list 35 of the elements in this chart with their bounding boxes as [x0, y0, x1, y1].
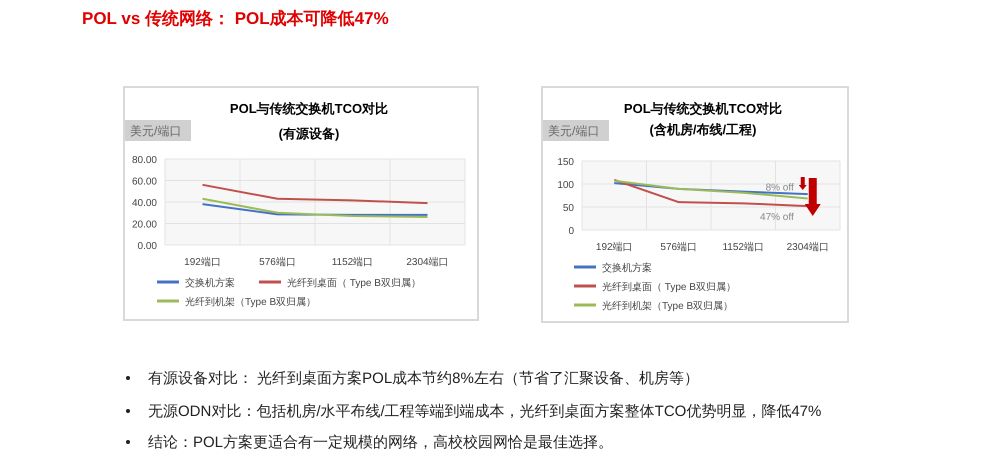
- y-tick-label: 0.00: [138, 241, 158, 252]
- text: 有源设备对比： 光纤到桌面方案POL成本节约8%左右（节省了汇聚设备、机房等）: [148, 370, 699, 387]
- x-tick-label: 576端口: [660, 241, 698, 253]
- y-tick-label: 80.00: [132, 155, 158, 166]
- legend-label: 交换机方案: [185, 277, 235, 289]
- y-axis-title: 美元/端口: [548, 124, 600, 138]
- chart-subtitle: (有源设备): [278, 126, 340, 141]
- text: 无源ODN对比：包括机房/水平布线/工程等端到端成本，光纤到桌面方案整体TCO优势明显，降低47%: [148, 403, 822, 420]
- chart-subtitle: (含机房/布线/工程): [650, 122, 756, 137]
- y-tick-label: 60.00: [132, 176, 158, 188]
- x-tick-label: 2304端口: [786, 241, 829, 253]
- legend-label: 光纤到机架（Type B双归属）: [602, 300, 734, 312]
- x-tick-label: 1152端口: [722, 241, 764, 253]
- legend-label: 光纤到桌面（ Type B双归属）: [287, 277, 421, 289]
- x-tick-label: 576端口: [259, 256, 296, 268]
- y-axis-title: 美元/端口: [130, 124, 182, 138]
- text: 结论：POL方案更适合有一定规模的网络，高校校园网恰是最佳选择。: [148, 434, 614, 451]
- legend-label: 光纤到桌面（ Type B双归属）: [602, 281, 736, 293]
- legend-label: 交换机方案: [602, 262, 652, 274]
- y-tick-label: 20.00: [132, 220, 158, 230]
- y-tick-label: 100: [557, 180, 574, 191]
- chart-title: POL与传统交换机TCO对比: [624, 101, 782, 116]
- y-tick-label: 150: [557, 157, 574, 168]
- x-tick-label: 192端口: [184, 256, 221, 268]
- x-tick-label: 2304端口: [406, 256, 449, 268]
- legend-label: 光纤到机架（Type B双归属）: [185, 296, 316, 308]
- annotation: 8% off: [766, 182, 794, 194]
- text: POL vs 传统网络： POL成本可降低47%: [82, 9, 389, 28]
- chart-title: POL与传统交换机TCO对比: [230, 101, 388, 116]
- y-tick-label: 50: [562, 203, 574, 214]
- annotation: 47% off: [760, 212, 794, 224]
- x-tick-label: 1152端口: [332, 256, 374, 268]
- y-tick-label: 40.00: [132, 198, 158, 209]
- x-tick-label: 192端口: [596, 241, 633, 253]
- y-tick-label: 0: [568, 226, 574, 237]
